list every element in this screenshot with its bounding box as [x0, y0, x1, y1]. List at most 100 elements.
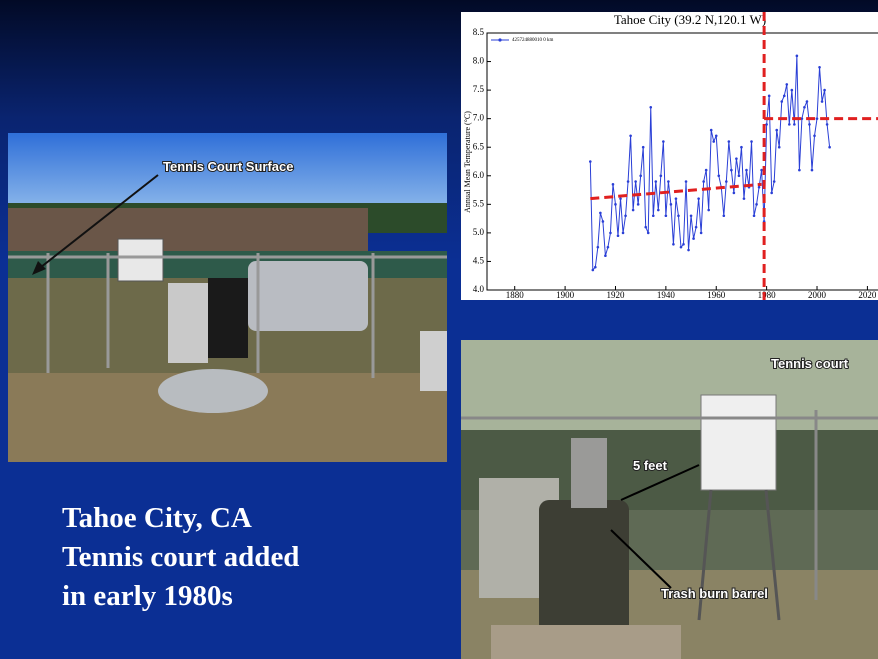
y-tick-label: 5.0 [473, 227, 485, 237]
data-point [697, 197, 700, 200]
data-point [800, 117, 804, 120]
data-point [684, 180, 688, 183]
data-point [591, 268, 595, 272]
photo-right-scene: Tennis court 5 feet Trash burn barrel [461, 340, 878, 659]
legend-marker [498, 38, 502, 42]
data-point [704, 168, 708, 172]
data-point [785, 83, 789, 86]
data-point [631, 208, 635, 212]
data-line [589, 55, 831, 272]
legend-label: 425724880010 0 km [512, 38, 554, 43]
data-point [815, 117, 819, 120]
data-point [722, 214, 726, 218]
data-point [788, 123, 791, 126]
y-tick-label: 7.0 [473, 113, 485, 123]
y-tick-label: 4.0 [473, 284, 485, 294]
photo-label: Tennis Court Surface [163, 159, 294, 174]
data-point [808, 123, 811, 126]
data-point [677, 214, 680, 218]
data-point [790, 88, 794, 92]
data-point [588, 160, 592, 163]
y-tick-label: 6.0 [473, 170, 485, 180]
photo-left: Tennis Court Surface [8, 133, 447, 462]
y-tick-label: 8.5 [473, 27, 485, 37]
data-point [725, 180, 728, 183]
data-point [795, 54, 799, 58]
data-point [641, 145, 645, 149]
data-point [636, 203, 640, 206]
data-point [828, 145, 831, 149]
data-point [634, 180, 637, 183]
data-point [659, 174, 663, 178]
trend-line [590, 182, 762, 201]
data-point [737, 174, 741, 178]
data-point [813, 134, 816, 138]
data-point [601, 220, 605, 223]
data-point [780, 100, 784, 103]
data-point [614, 203, 617, 206]
y-axis-label: Annual Mean Temperature (°C) [463, 111, 472, 213]
plot-frame [486, 32, 878, 291]
data-point [732, 191, 736, 195]
data-point [616, 234, 620, 238]
data-point [709, 128, 713, 132]
data-point [624, 214, 627, 218]
y-tick-label: 7.5 [473, 84, 485, 94]
data-point [702, 180, 705, 183]
data-point [679, 245, 683, 249]
data-point [717, 174, 721, 178]
photo-label: Trash burn barrel [661, 586, 768, 601]
caption-line: Tennis court added [62, 541, 300, 573]
data-point [770, 191, 773, 195]
data-point [669, 203, 673, 206]
data-point [823, 88, 826, 92]
data-point [639, 174, 642, 178]
data-point [621, 231, 625, 235]
data-point [629, 134, 632, 138]
data-point [805, 100, 809, 103]
data-point [767, 94, 771, 98]
y-tick-label: 5.5 [473, 198, 485, 208]
data-point [672, 243, 675, 246]
chart: Tahoe City (39.2 N,120.1 W) Annual Mean … [461, 12, 878, 300]
data-point [644, 225, 648, 229]
data-point [714, 134, 718, 138]
data-point [604, 254, 607, 258]
data-point [662, 140, 665, 143]
data-point [730, 168, 733, 172]
x-tick-label: 1980 [758, 290, 777, 300]
x-tick-label: 1880 [506, 290, 525, 300]
data-point [654, 180, 658, 183]
data-point [626, 180, 630, 183]
chart-title: Tahoe City (39.2 N,120.1 W) [614, 12, 766, 27]
data-point [611, 183, 615, 186]
data-point [619, 197, 622, 200]
photo-right: Tennis court 5 feet Trash burn barrel [461, 340, 878, 659]
data-point [712, 140, 716, 143]
data-point [699, 231, 703, 235]
data-point [752, 214, 756, 218]
data-point [760, 168, 763, 172]
data-point [664, 214, 668, 218]
data-point [694, 225, 698, 229]
data-point [594, 265, 597, 269]
data-point [609, 231, 612, 235]
y-tick-label: 8.0 [473, 56, 485, 66]
data-point [775, 128, 779, 132]
chart-background [461, 12, 878, 300]
caption-line: Tahoe City, CA [62, 502, 252, 534]
x-tick-label: 2000 [808, 290, 827, 300]
data-point [657, 208, 660, 212]
data-point [735, 157, 738, 160]
data-point [810, 168, 814, 172]
photo-label: Tennis court [771, 356, 849, 371]
data-point [803, 105, 806, 109]
data-point [667, 180, 670, 183]
y-tick-label: 6.5 [473, 141, 485, 151]
photo-label: 5 feet [633, 458, 668, 473]
data-point [651, 214, 655, 218]
data-point [742, 197, 746, 200]
x-tick-label: 1940 [657, 290, 676, 300]
photo-left-scene: Tennis Court Surface [8, 133, 447, 462]
